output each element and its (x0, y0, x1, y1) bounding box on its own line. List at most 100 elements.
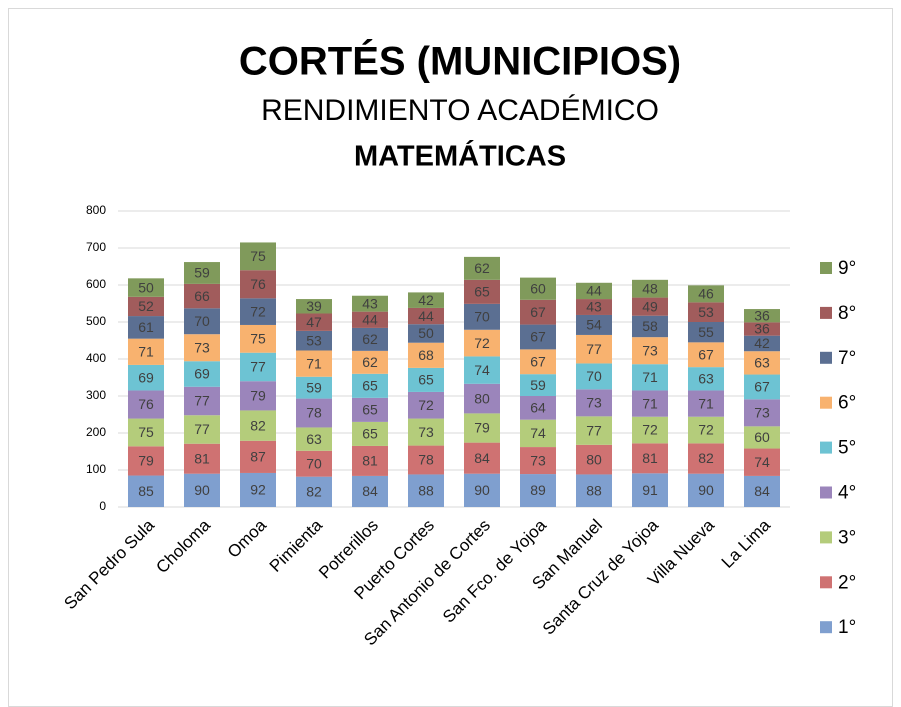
bar-segment (296, 350, 332, 377)
data-label: 53 (698, 304, 714, 320)
data-label: 59 (530, 377, 546, 393)
data-label: 39 (306, 298, 322, 314)
data-label: 62 (362, 331, 378, 347)
data-label: 65 (362, 402, 378, 418)
bar-segment (352, 350, 388, 374)
data-label: 89 (530, 482, 546, 498)
legend-label: 1° (838, 617, 856, 638)
data-label: 70 (306, 455, 322, 471)
data-label: 79 (474, 420, 490, 436)
data-label: 70 (474, 309, 490, 325)
bar-segment (296, 476, 332, 507)
bar-segment (576, 444, 612, 475)
bar-segment (128, 418, 164, 447)
legend-label: 7° (838, 348, 856, 369)
bar-segment (576, 334, 612, 364)
bar-segment (576, 314, 612, 335)
data-label: 72 (250, 303, 266, 319)
data-label: 80 (586, 451, 602, 467)
data-label: 90 (698, 482, 714, 498)
data-label: 77 (250, 359, 266, 375)
bar-segment (576, 282, 612, 300)
bar-segment (240, 352, 276, 382)
bar-segment (744, 426, 780, 449)
data-label: 81 (642, 450, 658, 466)
data-label: 73 (642, 342, 658, 358)
bar-segment (352, 445, 388, 476)
data-label: 70 (194, 313, 210, 329)
bar-segment (464, 442, 500, 474)
y-tick-label: 200 (86, 425, 106, 439)
y-tick-label: 500 (86, 314, 106, 328)
y-tick-label: 100 (86, 462, 106, 476)
data-label: 87 (250, 449, 266, 465)
bar-segment (744, 448, 780, 476)
bar-segment (128, 296, 164, 317)
data-label: 92 (250, 482, 266, 498)
bar-segment (408, 418, 444, 446)
data-label: 67 (530, 329, 546, 345)
data-label: 84 (362, 483, 378, 499)
data-label: 62 (362, 354, 378, 370)
bar-segment (184, 283, 220, 309)
bar-segment (520, 447, 556, 475)
data-label: 72 (642, 422, 658, 438)
data-label: 79 (250, 388, 266, 404)
bar-segment (128, 446, 164, 476)
data-label: 77 (194, 393, 210, 409)
bar-segment (296, 330, 332, 351)
chart-subtitle: RENDIMIENTO ACADÉMICO (261, 94, 659, 127)
y-tick-label: 300 (86, 388, 106, 402)
bar-segment (352, 373, 388, 398)
bar-segment (352, 327, 388, 351)
data-label: 50 (138, 279, 154, 295)
bar-segment (632, 297, 668, 316)
data-label: 62 (474, 260, 490, 276)
bar-segment (240, 270, 276, 299)
data-label: 44 (418, 308, 434, 324)
legend-swatch (820, 531, 832, 544)
bar-segment (520, 324, 556, 350)
bar-segment (240, 472, 276, 507)
data-label: 63 (306, 431, 322, 447)
bar-segment (184, 361, 220, 387)
legend-swatch (820, 306, 832, 319)
data-label: 71 (138, 343, 154, 359)
bar-segment (464, 356, 500, 384)
bar-segment (408, 367, 444, 392)
data-label: 75 (138, 424, 154, 440)
data-label: 69 (138, 369, 154, 385)
bar-segment (576, 474, 612, 507)
data-label: 72 (474, 335, 490, 351)
bar-segment (576, 363, 612, 390)
data-label: 59 (194, 265, 210, 281)
bar-segment (632, 443, 668, 474)
bar-segment (688, 342, 724, 368)
legend-swatch (820, 621, 832, 634)
bar-segment (688, 443, 724, 474)
bar-segment (576, 389, 612, 417)
bar-segment (352, 421, 388, 446)
data-label: 71 (642, 369, 658, 385)
data-label: 54 (586, 317, 602, 333)
bar-segment (184, 334, 220, 362)
bar-segment (520, 474, 556, 507)
legend-swatch (820, 262, 832, 274)
data-label: 90 (194, 482, 210, 498)
legend-label: 6° (838, 393, 856, 414)
data-label: 91 (642, 482, 658, 498)
bar-segment (632, 364, 668, 391)
data-label: 63 (698, 370, 714, 386)
data-label: 65 (362, 378, 378, 394)
data-label: 59 (306, 379, 322, 395)
data-label: 73 (586, 395, 602, 411)
data-label: 76 (138, 396, 154, 412)
bar-segment (688, 367, 724, 391)
bar-segment (520, 396, 556, 420)
data-label: 70 (586, 368, 602, 384)
bar-segment (688, 302, 724, 322)
bar-segment (744, 399, 780, 427)
bar-segment (632, 416, 668, 444)
bar-segment (296, 427, 332, 451)
bar-segment (408, 391, 444, 419)
